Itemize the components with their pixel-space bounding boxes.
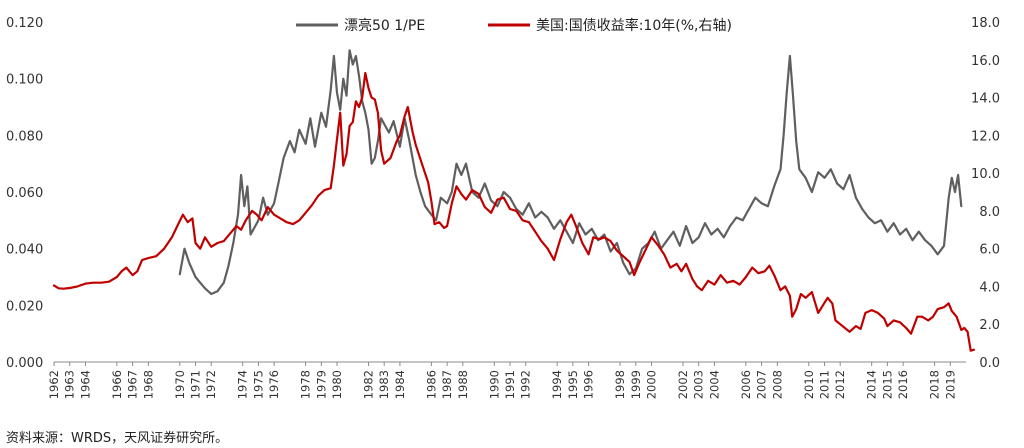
source-note: 资料来源：WRDS，天风证券研究所。 [6, 431, 229, 446]
x-tick-label: 1982 [361, 370, 375, 399]
x-tick-label: 1978 [299, 370, 313, 399]
x-tick-label: 1963 [63, 370, 77, 399]
right-y-tick-label: 8.0 [979, 205, 1000, 220]
legend: 漂亮50 1/PE 美国:国债收益率:10年(%,右轴) [296, 17, 732, 34]
right-y-tick-label: 14.0 [971, 92, 1000, 107]
x-tick-label: 1964 [78, 370, 92, 399]
x-axis: 1962 1963 1964 1966 1967 1968 1970 1971 1972 1974… [47, 361, 966, 399]
x-tick-label: 1988 [456, 370, 470, 399]
x-tick-label: 1990 [487, 370, 501, 399]
x-tick-label: 2014 [865, 370, 879, 399]
x-tick-label: 2016 [896, 370, 910, 399]
legend-label-pe: 漂亮50 1/PE [344, 17, 425, 34]
x-tick-label: 1966 [110, 370, 124, 399]
x-tick-label: 1996 [582, 370, 596, 399]
right-y-axis: 0.0 2.0 4.0 6.0 8.0 10.0 12.0 14.0 16.0 18.0 [971, 16, 1000, 371]
left-y-tick-label: 0.040 [6, 243, 43, 258]
x-tick-label: 1995 [566, 370, 580, 399]
x-tick-label: 1970 [173, 370, 187, 399]
x-tick-label: 1967 [126, 370, 140, 399]
x-tick-label: 2010 [802, 370, 816, 399]
series-layer [52, 49, 976, 352]
right-y-tick-label: 18.0 [971, 16, 1000, 31]
x-tick-label: 1986 [424, 370, 438, 399]
x-tick-label: 1972 [204, 370, 218, 399]
left-y-axis: 0.000 0.020 0.040 0.060 0.080 0.100 0.120 [6, 16, 43, 371]
x-tick-label: 2002 [676, 370, 690, 399]
legend-label-yield: 美国:国债收益率:10年(%,右轴) [536, 17, 732, 34]
x-tick-label: 1962 [47, 370, 61, 399]
x-tick-label: 2015 [880, 370, 894, 399]
series-line-yield [52, 71, 976, 352]
x-tick-label: 2008 [770, 370, 784, 399]
right-y-tick-label: 4.0 [979, 280, 1000, 295]
x-tick-label: 1968 [141, 370, 155, 399]
x-tick-label: 1999 [629, 370, 643, 399]
x-tick-label: 2011 [817, 370, 831, 399]
x-tick-label: 1998 [613, 370, 627, 399]
x-tick-label: 2018 [928, 370, 942, 399]
x-tick-label: 1983 [377, 370, 391, 399]
x-tick-label: 1979 [314, 370, 328, 399]
x-tick-label: 1976 [267, 370, 281, 399]
left-y-tick-label: 0.120 [6, 16, 43, 31]
left-y-tick-label: 0.100 [6, 73, 43, 88]
right-y-tick-label: 6.0 [979, 243, 1000, 258]
x-tick-label: 1971 [189, 370, 203, 399]
x-tick-label: 2007 [755, 370, 769, 399]
right-y-tick-label: 0.0 [979, 356, 1000, 371]
x-tick-label: 1994 [550, 370, 564, 399]
left-y-tick-label: 0.020 [6, 299, 43, 314]
x-tick-label: 2012 [833, 370, 847, 399]
x-tick-label: 2006 [739, 370, 753, 399]
x-tick-label: 1991 [503, 370, 517, 399]
series-line-pe [178, 49, 963, 296]
left-y-tick-label: 0.060 [6, 186, 43, 201]
right-y-tick-label: 2.0 [979, 318, 1000, 333]
left-y-tick-label: 0.080 [6, 129, 43, 144]
x-tick-label: 1987 [440, 370, 454, 399]
x-tick-label: 1975 [251, 370, 265, 399]
left-y-tick-label: 0.000 [6, 356, 43, 371]
x-tick-label: 1992 [519, 370, 533, 399]
x-tick-label: 1980 [330, 370, 344, 399]
x-tick-label: 2003 [692, 370, 706, 399]
x-tick-label: 1974 [236, 370, 250, 399]
x-tick-label: 2000 [645, 370, 659, 399]
x-tick-label: 2004 [707, 370, 721, 399]
right-y-tick-label: 16.0 [971, 54, 1000, 69]
right-y-tick-label: 10.0 [971, 167, 1000, 182]
x-tick-label: 1984 [393, 370, 407, 399]
x-tick-label: 2019 [943, 370, 957, 399]
right-y-tick-label: 12.0 [971, 129, 1000, 144]
